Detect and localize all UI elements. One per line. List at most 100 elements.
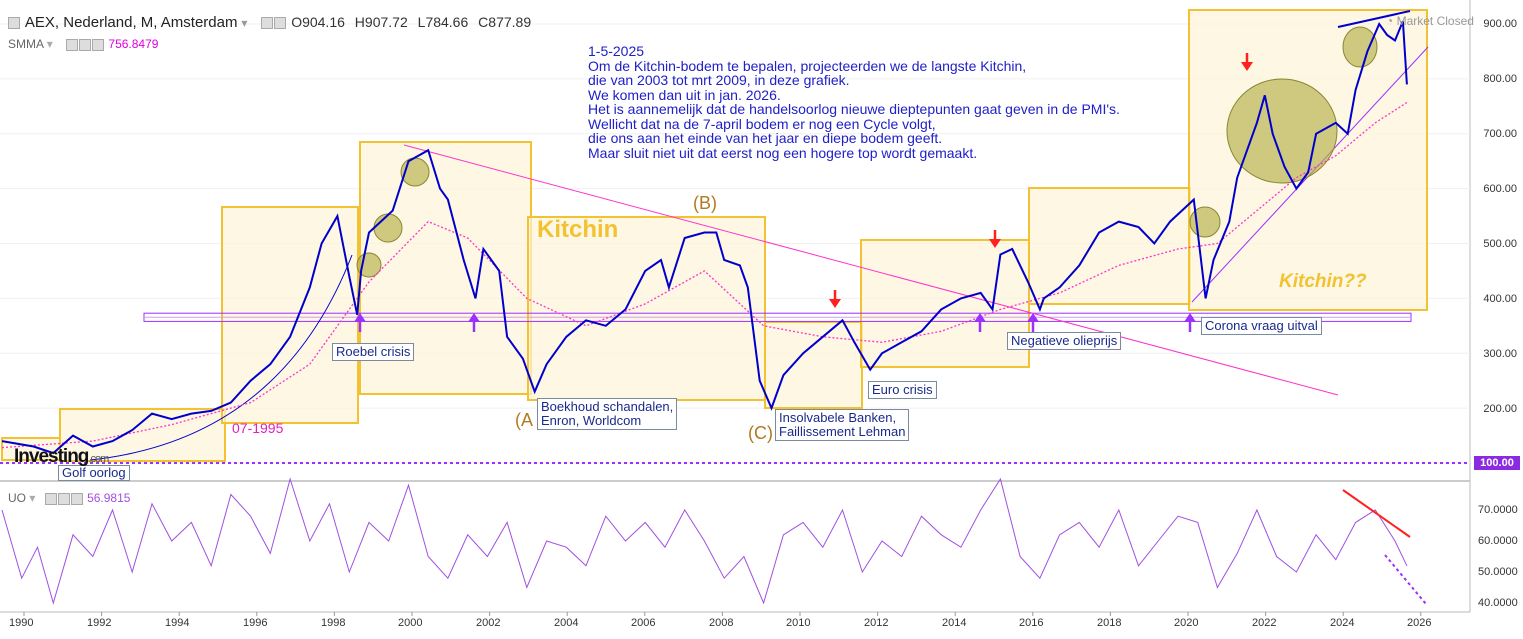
settings-icon[interactable] [57, 492, 70, 505]
up-arrow [468, 313, 480, 332]
year-label: 2002 [476, 617, 501, 629]
year-label: 2008 [709, 617, 734, 629]
year-label: 1996 [243, 617, 268, 629]
chart-header: AEX, Nederland, M, Amsterdam ▾ O904.16 H… [8, 14, 531, 31]
year-label: 2020 [1174, 617, 1199, 629]
uo-legend: UO ▾ 56.9815 [8, 491, 130, 505]
annotation-corona: Corona vraag uitval [1201, 317, 1322, 335]
price-tick: 300.00 [1483, 348, 1517, 360]
market-status: ◔ Market Closed [1386, 14, 1474, 28]
year-label: 2018 [1097, 617, 1122, 629]
clock-icon: ◔ [1386, 14, 1394, 28]
year-label: 2000 [398, 617, 423, 629]
annotation-golf: Golf oorlog [58, 465, 130, 481]
kitchin-label: Kitchin [537, 216, 619, 243]
settings-icon[interactable] [261, 17, 274, 30]
analysis-note: 1-5-2025 Om de Kitchin-bodem te bepalen, … [588, 44, 1120, 160]
chart-title: AEX, Nederland, M, Amsterdam [24, 14, 238, 31]
price-tick: 200.00 [1483, 403, 1517, 415]
chevron-down-icon[interactable]: ▾ [29, 491, 36, 505]
year-label: 2026 [1407, 617, 1432, 629]
note-line: Om de Kitchin-bodem te bepalen, projecte… [588, 57, 1027, 74]
open-label: O [291, 14, 303, 30]
annotation-olie: Negatieve olieprijs [1007, 332, 1122, 350]
uo-tick: 40.0000 [1478, 597, 1518, 609]
annotation-line: Enron, Worldcom [541, 413, 642, 428]
year-label: 2010 [786, 617, 811, 629]
kitchin-box [764, 321, 863, 409]
open-value: 904.16 [302, 14, 345, 30]
kitchin-question-label: Kitchin?? [1279, 271, 1367, 292]
uo-name: UO [8, 491, 26, 505]
kitchin-box [1028, 187, 1191, 305]
wave-label-b: (B) [693, 193, 717, 213]
year-label: 2014 [942, 617, 967, 629]
down-arrow [1241, 53, 1253, 71]
note-line: die ons aan het einde van het jaar en di… [588, 130, 943, 146]
uo-value: 56.9815 [87, 491, 131, 505]
collapse-icon[interactable] [8, 17, 20, 30]
down-arrows [829, 53, 1253, 308]
settings-icon[interactable] [79, 38, 92, 51]
cycle-circles [356, 26, 1378, 278]
year-label: 2024 [1330, 617, 1355, 629]
note-line: We komen dan uit in jan. 2026. [588, 86, 781, 103]
annotation-euro: Euro crisis [868, 381, 937, 399]
smma-line [1, 101, 1408, 449]
parabolic-curve [89, 254, 353, 461]
annotation-line: Boekhoud schandalen, [541, 399, 674, 414]
indicator-value: 756.8479 [108, 37, 159, 51]
close-icon[interactable] [70, 492, 83, 505]
price-tick: 800.00 [1483, 73, 1517, 85]
annotation-boekhoud: Boekhoud schandalen, Enron, Worldcom [537, 398, 678, 430]
cycle-circle [1226, 78, 1338, 184]
close-label: C [478, 14, 489, 30]
chevron-down-icon[interactable]: ▾ [241, 16, 248, 30]
uo-tick: 60.0000 [1478, 535, 1518, 547]
note-line: Het is aannemelijk dat de handelsoorlog … [588, 101, 1120, 117]
year-label: 2022 [1252, 617, 1277, 629]
hide-icon[interactable] [274, 17, 287, 30]
kitchin-box [860, 239, 1030, 368]
top-trend-line [1337, 10, 1411, 28]
uo-line [1, 477, 1408, 605]
market-status-text: Market Closed [1396, 14, 1474, 28]
note-line: die van 2003 tot mrt 2009, in deze grafi… [588, 72, 850, 88]
cycle-circle [1342, 26, 1378, 68]
downtrend-line [403, 144, 1339, 396]
kitchin-box [527, 216, 766, 401]
up-arrow [354, 313, 366, 332]
year-label: 1994 [165, 617, 190, 629]
low-label: L [417, 14, 426, 30]
logo-text: Investing [14, 446, 89, 467]
up-arrows [354, 313, 1196, 332]
up-arrow [1027, 313, 1039, 332]
year-ticks [23, 612, 1422, 616]
uo-down-trend [1342, 489, 1411, 538]
wave-label-c: (C) [748, 423, 773, 443]
aex-price-line [1, 20, 1408, 455]
wave-label-a: (A [515, 410, 533, 430]
price-tick: 400.00 [1483, 293, 1517, 305]
eye-icon[interactable] [44, 492, 57, 505]
eye-icon[interactable] [66, 38, 79, 51]
close-icon[interactable] [92, 38, 105, 51]
uo-tick: 50.0000 [1478, 566, 1518, 578]
annotation-date-1995: 07-1995 [232, 420, 284, 436]
price-tick: 700.00 [1483, 128, 1517, 140]
annotation-line: Faillissement Lehman [779, 424, 906, 439]
uo-projection [1384, 554, 1427, 605]
close-value: 877.89 [488, 14, 532, 30]
note-line: Maar sluit niet uit dat eerst nog een ho… [588, 144, 978, 161]
level-100-tag: 100.00 [1474, 456, 1520, 470]
uo-tick: 70.0000 [1478, 504, 1518, 516]
indicator-legend: SMMA ▾ 756.8479 [8, 37, 158, 51]
annotation-insolvabele: Insolvabele Banken, Faillissement Lehman [775, 409, 910, 441]
investing-logo: Investing.com [14, 446, 109, 468]
year-label: 1990 [9, 617, 34, 629]
chevron-down-icon[interactable]: ▾ [46, 37, 53, 51]
cycle-circle [373, 213, 403, 243]
annotation-roebel: Roebel crisis [332, 343, 415, 361]
year-label: 1998 [321, 617, 346, 629]
note-line: 1-5-2025 [588, 43, 645, 59]
